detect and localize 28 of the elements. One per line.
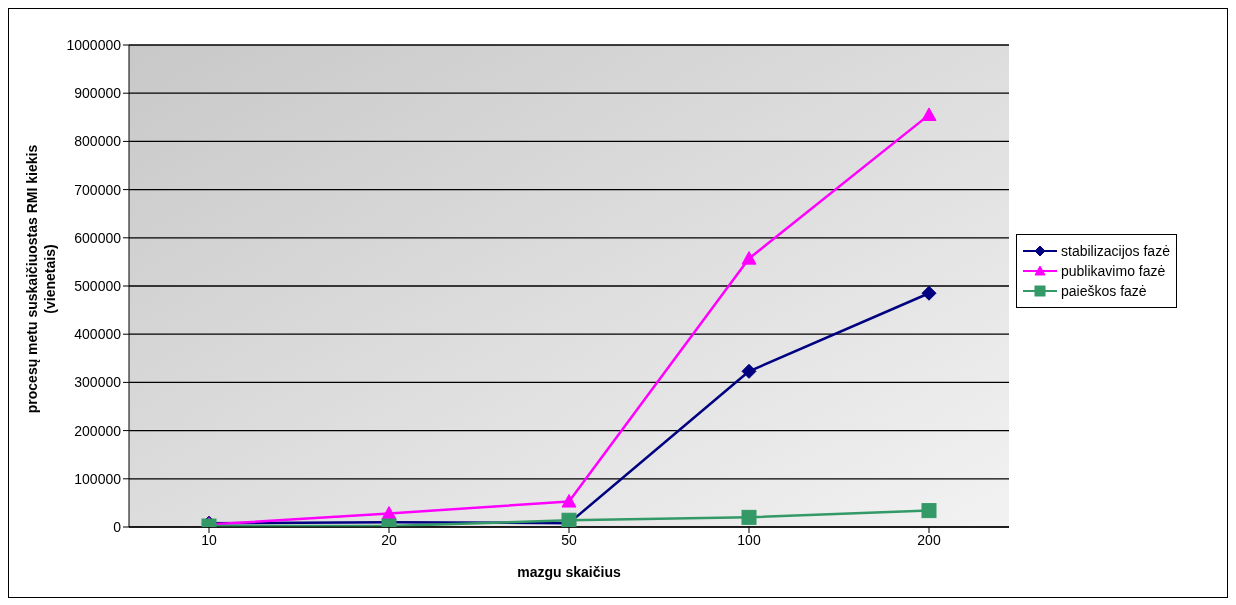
y-tick-label: 600000 [74, 229, 122, 246]
point [561, 493, 577, 508]
x-tick-label: 20 [381, 531, 397, 548]
y-tick-label: 700000 [74, 181, 122, 198]
point [741, 363, 757, 379]
y-tick-label: 900000 [74, 85, 122, 102]
x-tick-label: 10 [201, 531, 217, 548]
point [741, 509, 757, 525]
legend-label: publikavimo fazė [1061, 263, 1166, 279]
y-tick-label: 800000 [74, 133, 122, 150]
legend-label: stabilizacijos fazė [1061, 243, 1170, 259]
x-axis-title: mazgu skaičius [517, 564, 621, 580]
point [921, 107, 937, 121]
y-tick-label: 300000 [74, 374, 122, 391]
legend-label: paieškos fazė [1061, 283, 1147, 299]
x-tick-label: 50 [561, 531, 577, 548]
point [921, 285, 937, 301]
y-tick-label: 400000 [74, 326, 122, 343]
point [921, 503, 937, 519]
y-tick-label: 1000000 [66, 36, 122, 53]
point [741, 251, 757, 265]
y-axis-title: procesų metu suskaičiuostas RMI kiekis (vienetais) [23, 144, 59, 414]
x-tick-label: 200 [917, 531, 941, 548]
y-tick-label: 0 [113, 518, 122, 535]
y-tick-label: 500000 [74, 277, 122, 294]
y-tick-label: 100000 [74, 470, 122, 487]
x-tick-label: 100 [737, 531, 761, 548]
y-tick-label: 200000 [74, 422, 122, 439]
